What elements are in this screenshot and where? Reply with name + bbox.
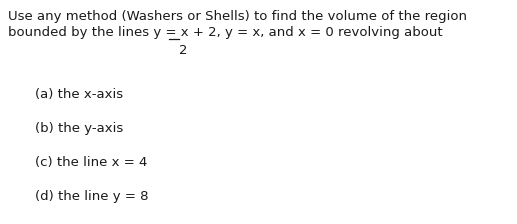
Text: (d) the line y = 8: (d) the line y = 8 (35, 190, 148, 203)
Text: 2: 2 (179, 44, 187, 57)
Text: (a) the x-axis: (a) the x-axis (35, 88, 123, 101)
Text: (b) the y-axis: (b) the y-axis (35, 122, 123, 135)
Text: Use any method (Washers or Shells) to find the volume of the region: Use any method (Washers or Shells) to fi… (8, 10, 467, 23)
Text: bounded by the lines y = x + 2, y = x, and x = 0 revolving about: bounded by the lines y = x + 2, y = x, a… (8, 26, 443, 39)
Text: (c) the line x = 4: (c) the line x = 4 (35, 156, 147, 169)
